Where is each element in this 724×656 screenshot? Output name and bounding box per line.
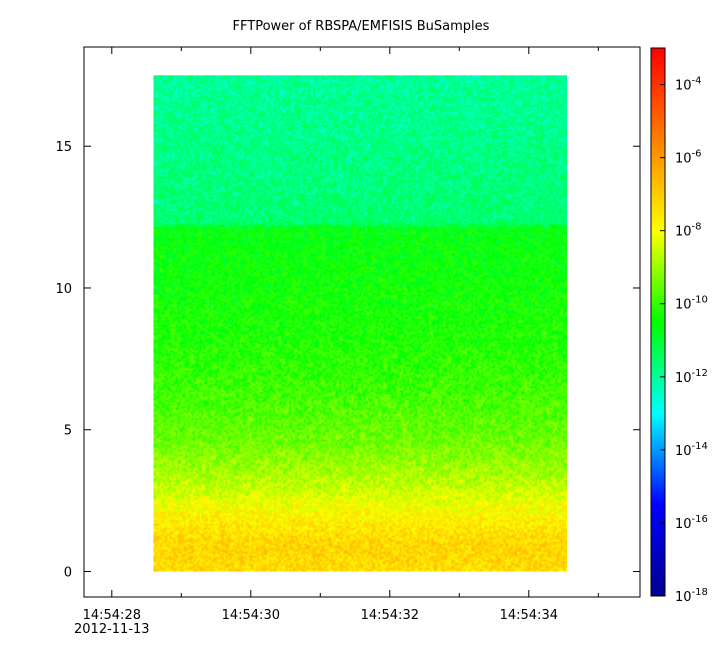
x-tick-date-label: 2012-11-13	[74, 622, 150, 637]
x-tick-label: 14:54:30	[222, 608, 280, 623]
x-tick-label: 14:54:28	[83, 608, 141, 623]
colorbar-tick-label: 10-8	[675, 222, 702, 240]
colorbar-tick-label: 10-6	[675, 149, 702, 167]
y-tick-label: 15	[55, 140, 72, 155]
y-tick-label: 0	[64, 565, 72, 580]
spectrogram-image	[153, 75, 568, 572]
colorbar-axis: 10-4 10-6 10-8 10-10 10-12 10-14 10-16 10-18	[660, 76, 708, 605]
colorbar-tick-label: 10-16	[675, 514, 708, 532]
x-tick-label: 14:54:32	[361, 608, 419, 623]
x-tick-label: 14:54:34	[500, 608, 558, 623]
y-axis: 0 5 10 15	[55, 140, 640, 580]
chart-title: FFTPower of RBSPA/EMFISIS BuSamples	[233, 19, 490, 34]
colorbar-tick-label: 10-18	[675, 587, 708, 605]
colorbar	[650, 47, 666, 597]
y-tick-label: 10	[55, 282, 72, 297]
colorbar-tick-label: 10-10	[675, 295, 708, 313]
colorbar-tick-label: 10-12	[675, 368, 708, 386]
colorbar-tick-label: 10-4	[675, 76, 702, 94]
y-tick-label: 5	[64, 424, 72, 439]
colorbar-tick-label: 10-14	[675, 441, 708, 459]
